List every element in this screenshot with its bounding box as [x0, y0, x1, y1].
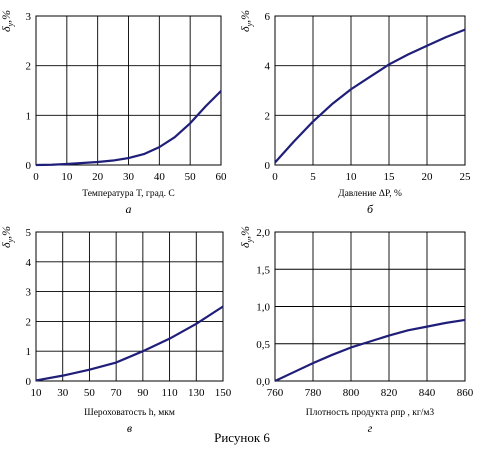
y-tick-label: 4 — [265, 61, 271, 73]
x-tick-label: 840 — [419, 387, 436, 399]
y-axis-label: δу,% — [0, 226, 15, 248]
series-line — [35, 90, 222, 167]
y-axis-label-sub: у — [245, 22, 254, 27]
y-axis-label-sub: у — [245, 238, 254, 243]
plot-frame — [35, 15, 222, 166]
y-axis-label-suffix: ,% — [0, 10, 13, 23]
figure-caption: Рисунок 6 — [214, 430, 270, 445]
y-tick-label: 1,0 — [256, 302, 270, 314]
y-axis-label-main: δ — [0, 242, 13, 248]
x-tick-label: 70 — [111, 387, 123, 399]
x-tick-label: 30 — [57, 387, 69, 399]
x-tick-label: 760 — [267, 387, 284, 399]
x-axis-label: Давление ΔP, % — [338, 189, 402, 199]
x-tick-label: 50 — [84, 387, 96, 399]
y-axis-label-sub: у — [6, 238, 15, 243]
x-tick-label: 150 — [215, 387, 232, 399]
x-tick-label: 30 — [123, 171, 135, 183]
y-tick-label: 0 — [26, 160, 32, 172]
y-tick-label: 1,5 — [256, 264, 270, 276]
y-tick-label: 3 — [26, 287, 32, 299]
y-tick-label: 3 — [26, 11, 32, 23]
x-tick-label: 60 — [216, 171, 228, 183]
chart-panel-4: 760 780 800 820 840 860 0,0 0,5 1,0 1,5 2,0 Плотнос… — [238, 226, 474, 435]
y-axis-label-main: δ — [238, 242, 252, 248]
chart-panel-2: 0 5 10 15 20 25 0 2 4 6 Давление ΔP, % δу,% б — [238, 10, 471, 216]
y-tick-label: 2 — [26, 316, 32, 328]
chart-panel-1: 0 10 20 30 40 50 60 0 1 2 3 Температура T, град. C δ… — [0, 10, 227, 216]
y-axis-label-suffix: ,% — [0, 226, 13, 239]
y-axis-label: δу,% — [0, 10, 15, 32]
x-tick-label: 820 — [381, 387, 398, 399]
x-tick-label: 0 — [272, 171, 278, 183]
x-tick-label: 800 — [343, 387, 360, 399]
y-tick-label: 4 — [26, 257, 32, 269]
y-tick-label: 6 — [265, 11, 271, 23]
y-axis-label: δу,% — [238, 10, 254, 32]
x-tick-label: 130 — [188, 387, 205, 399]
x-axis-label: Температура T, град. C — [82, 189, 174, 199]
x-tick-label: 10 — [31, 387, 43, 399]
x-tick-label: 5 — [310, 171, 316, 183]
y-tick-label: 1 — [26, 346, 32, 358]
panel-letter: г — [368, 421, 373, 435]
x-tick-label: 10 — [61, 171, 73, 183]
x-axis-label: Плотность продукта ρпр , кг/м3 — [306, 408, 435, 418]
y-tick-label: 1 — [26, 110, 32, 122]
plot-frame — [274, 15, 466, 166]
y-axis-label: δу,% — [238, 226, 254, 248]
series-line — [274, 318, 466, 382]
x-tick-label: 20 — [92, 171, 104, 183]
y-tick-label: 5 — [26, 227, 32, 239]
y-tick-label: 2,0 — [256, 227, 270, 239]
y-tick-label: 0 — [265, 160, 271, 172]
plot-frame — [35, 231, 224, 382]
y-tick-label: 2 — [265, 110, 271, 122]
y-tick-label: 2 — [26, 61, 32, 73]
panel-letter: в — [127, 421, 132, 435]
x-tick-label: 40 — [154, 171, 166, 183]
x-tick-label: 25 — [460, 171, 472, 183]
series-line — [35, 305, 224, 382]
x-tick-label: 90 — [137, 387, 149, 399]
x-tick-label: 110 — [162, 387, 179, 399]
panel-letter: б — [367, 202, 374, 216]
x-tick-label: 10 — [346, 171, 358, 183]
series-line — [274, 28, 466, 164]
y-axis-label-suffix: ,% — [238, 226, 252, 239]
x-tick-label: 20 — [422, 171, 434, 183]
chart-panel-3: 10 30 50 70 90 110 130 150 0 1 2 3 4 5 Шероховатость h… — [0, 226, 232, 435]
x-tick-label: 860 — [457, 387, 474, 399]
y-tick-label: 0,5 — [256, 339, 270, 351]
y-tick-label: 0 — [26, 376, 32, 388]
y-axis-label-suffix: ,% — [238, 10, 252, 23]
x-tick-label: 0 — [33, 171, 39, 183]
x-tick-label: 780 — [305, 387, 322, 399]
x-axis-label: Шероховатость h, мкм — [84, 408, 175, 418]
y-axis-label-main: δ — [238, 26, 252, 32]
panel-letter: а — [126, 202, 132, 216]
y-axis-label-sub: у — [6, 22, 15, 27]
x-tick-label: 15 — [384, 171, 396, 183]
x-tick-label: 50 — [185, 171, 197, 183]
y-axis-label-main: δ — [0, 26, 13, 32]
plot-frame — [274, 231, 466, 382]
y-tick-label: 0,0 — [256, 376, 270, 388]
